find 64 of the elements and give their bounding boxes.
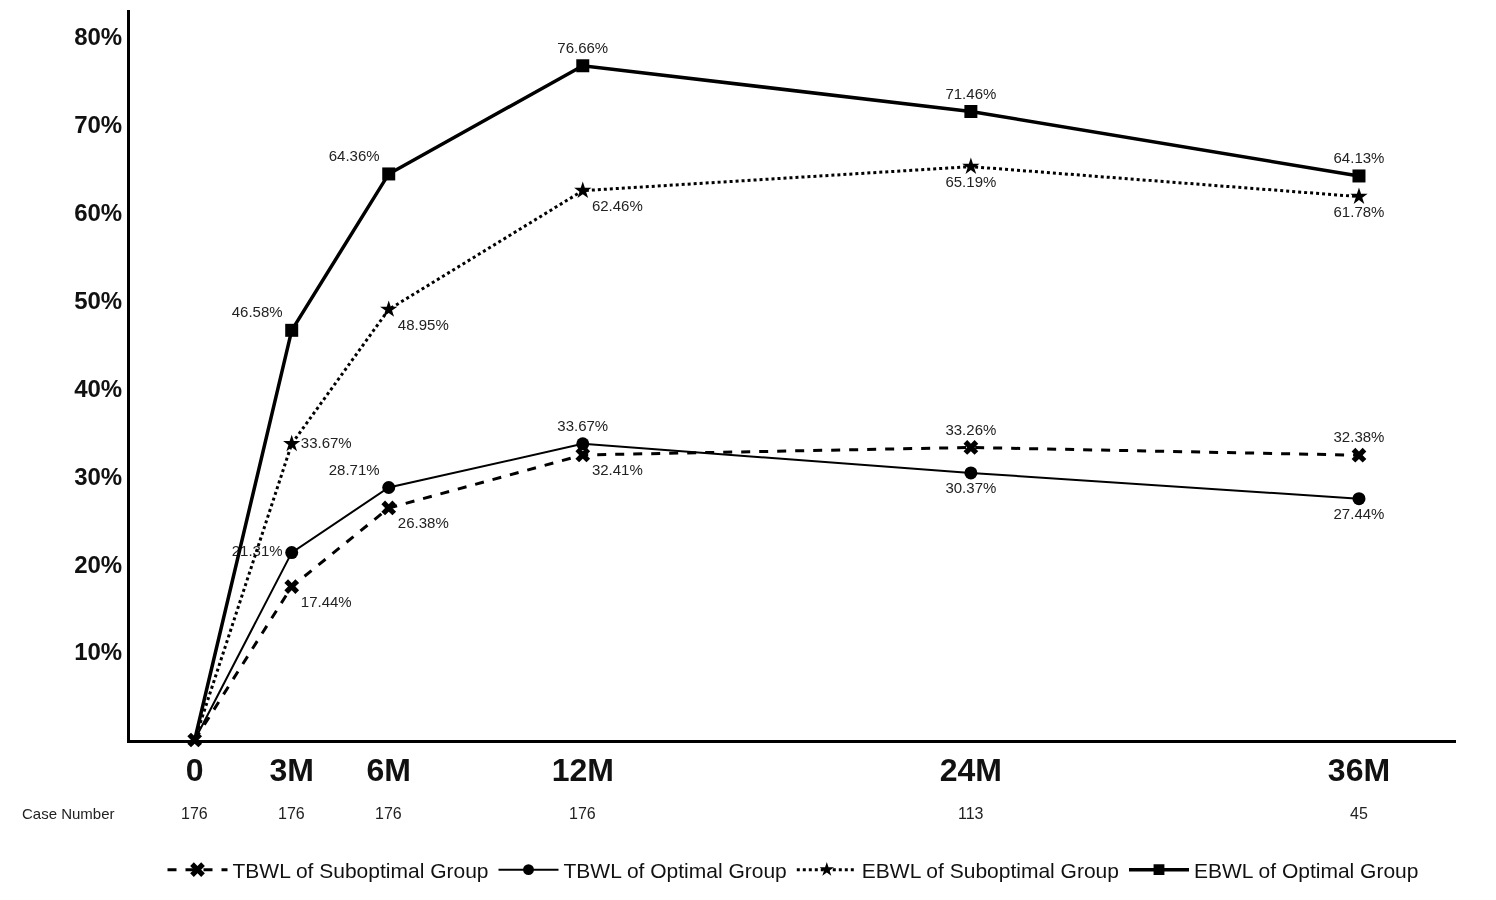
y-tick-label: 60% bbox=[74, 198, 123, 226]
data-label: 32.41% bbox=[591, 461, 643, 479]
point bbox=[576, 59, 590, 73]
point bbox=[964, 466, 978, 480]
data-label: 33.26% bbox=[945, 420, 997, 438]
text: 176 bbox=[375, 805, 402, 822]
point bbox=[285, 546, 299, 560]
data-label: 71.46% bbox=[945, 84, 997, 102]
point bbox=[382, 480, 396, 494]
text: 113 bbox=[958, 805, 984, 822]
data-label: 62.46% bbox=[591, 197, 643, 215]
point bbox=[963, 440, 979, 455]
data-label: 33.67% bbox=[557, 416, 609, 434]
data-label: 64.36% bbox=[328, 147, 380, 165]
data-label: 48.95% bbox=[397, 315, 449, 333]
data-label: 33.67% bbox=[300, 433, 352, 451]
data-label: 76.66% bbox=[557, 38, 609, 56]
y-tick-label: 10% bbox=[74, 638, 123, 666]
legend-label: TBWL of Suboptimal Group bbox=[232, 858, 489, 882]
point bbox=[964, 105, 978, 118]
data-label: 30.37% bbox=[945, 479, 997, 497]
point bbox=[574, 181, 592, 199]
point bbox=[382, 167, 396, 181]
legend-label: EBWL of Optimal Group bbox=[1193, 858, 1419, 882]
x-tick-label: 24M bbox=[939, 752, 1003, 789]
y-tick-label: 30% bbox=[74, 462, 123, 490]
text: 176 bbox=[181, 805, 208, 822]
point bbox=[1352, 492, 1366, 506]
y-tick-label: 50% bbox=[74, 286, 123, 314]
data-label: 17.44% bbox=[300, 592, 352, 610]
data-label: 27.44% bbox=[1333, 505, 1385, 523]
point bbox=[575, 447, 591, 463]
text: 45 bbox=[1350, 805, 1368, 822]
text: Case Number bbox=[22, 805, 115, 822]
point bbox=[1350, 187, 1368, 204]
x-tick-label: 36M bbox=[1327, 752, 1391, 789]
data-label: 32.38% bbox=[1333, 428, 1385, 446]
point bbox=[1352, 169, 1366, 183]
y-tick-label: 70% bbox=[74, 110, 123, 138]
data-label: 65.19% bbox=[945, 173, 997, 191]
data-label: 64.13% bbox=[1333, 149, 1385, 167]
point bbox=[283, 434, 301, 452]
text: 176 bbox=[278, 805, 305, 822]
point bbox=[284, 579, 300, 594]
legend-label: EBWL of Suboptimal Group bbox=[861, 858, 1119, 882]
y-tick-label: 40% bbox=[74, 374, 123, 402]
data-label: 26.38% bbox=[397, 514, 449, 532]
data-label: 28.71% bbox=[328, 460, 380, 478]
point bbox=[1351, 447, 1367, 463]
y-tick-label: 20% bbox=[74, 550, 123, 578]
point bbox=[380, 300, 398, 317]
y-tick-label: 80% bbox=[74, 22, 123, 50]
x-tick-label: 6M bbox=[366, 752, 411, 789]
text: 176 bbox=[569, 805, 596, 822]
data-label: 46.58% bbox=[231, 303, 283, 321]
x-tick-label: 0 bbox=[185, 752, 204, 789]
point bbox=[381, 500, 397, 516]
data-label: 61.78% bbox=[1333, 203, 1385, 221]
point bbox=[285, 323, 299, 337]
point bbox=[576, 437, 590, 451]
legend-label: TBWL of Optimal Group bbox=[563, 858, 787, 882]
x-tick-label: 12M bbox=[551, 752, 614, 789]
x-tick-label: 3M bbox=[269, 752, 314, 789]
point bbox=[962, 157, 980, 174]
